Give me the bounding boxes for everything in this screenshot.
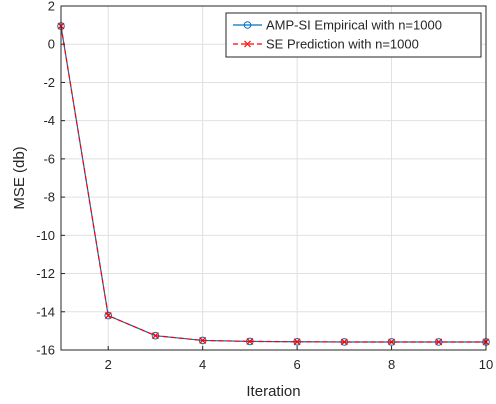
y-tick-label: -4 (43, 113, 55, 128)
series-2-point (388, 338, 395, 346)
series-1 (57, 22, 490, 346)
y-tick-label: 2 (48, 0, 55, 14)
y-tick-label: -2 (43, 75, 55, 90)
series-2-point (340, 338, 348, 346)
series-2-point (152, 332, 159, 340)
series-2-point (199, 337, 207, 344)
y-tick-label: -14 (36, 304, 55, 319)
x-tick-label: 8 (388, 357, 395, 372)
legend-box (225, 12, 482, 58)
y-tick-label: -12 (36, 266, 55, 281)
series-1-line (60, 25, 486, 343)
series-2-point (435, 338, 443, 346)
y-tick-label: 0 (48, 37, 55, 52)
legend-marker (244, 40, 251, 48)
x-axis-label: Iteration (246, 383, 300, 400)
axis-ticks: 2 4 6 8 10 2 0 -2 -4 -6 -8 -10 -12 -14 -16 (36, 0, 493, 372)
legend: AMP-SI Empirical with n=1000 SE Predictio… (225, 12, 482, 58)
grid-lines (61, 5, 487, 351)
series-2-point (104, 312, 112, 320)
plot-frame (60, 5, 487, 351)
x-tick-label: 10 (479, 357, 493, 372)
x-tick-label: 2 (105, 357, 112, 372)
x-tick-label: 4 (199, 357, 206, 372)
y-tick-label: -6 (43, 151, 55, 166)
legend-marker (243, 21, 252, 29)
legend-label: AMP-SI Empirical with n=1000 (266, 18, 442, 33)
series-layer (57, 22, 490, 346)
y-axis-label: MSE (db) (11, 146, 28, 209)
series-2-point (246, 337, 254, 345)
legend-label: SE Prediction with n=1000 (266, 37, 419, 52)
series-2 (57, 22, 490, 346)
series-2-line (60, 25, 486, 343)
y-tick-label: -8 (43, 190, 55, 205)
y-tick-label: -16 (36, 343, 55, 358)
y-tick-label: -10 (36, 228, 55, 243)
x-tick-label: 6 (293, 357, 300, 372)
series-2-point (293, 338, 301, 346)
